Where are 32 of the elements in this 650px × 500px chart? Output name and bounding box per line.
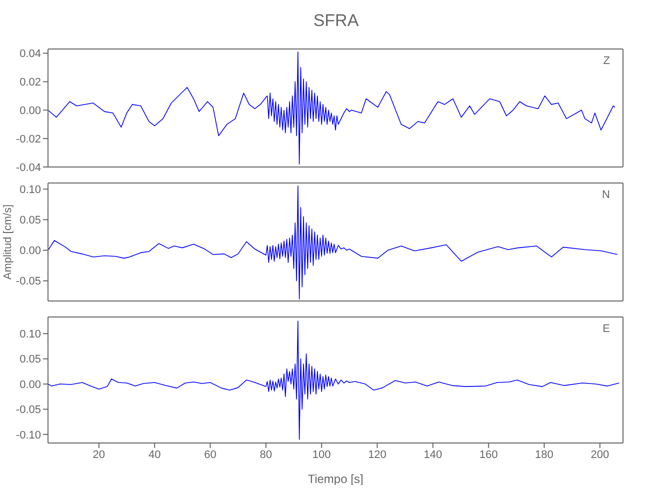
x-tick-label: 180 — [535, 448, 554, 461]
x-tick-label: 120 — [368, 448, 386, 461]
y-tick-label: 0.10 — [20, 328, 41, 341]
y-axis-title: Amplitud [cm/s] — [2, 204, 14, 280]
x-tick-label: 200 — [590, 448, 610, 461]
line-series — [48, 51, 616, 165]
annotation: N — [602, 189, 610, 201]
line-series — [48, 320, 620, 440]
y-tick-label: 0.04 — [20, 48, 41, 60]
y-tick-label: -0.04 — [16, 162, 41, 174]
y-tick-label: 0.00 — [20, 378, 41, 391]
x-tick-label: 100 — [312, 448, 331, 461]
y-tick-label: 0.02 — [20, 76, 41, 89]
y-tick-label: -0.10 — [16, 429, 41, 442]
x-tick-label: 60 — [204, 448, 216, 461]
y-tick-label: -0.05 — [16, 276, 41, 288]
y-tick-label: -0.05 — [16, 404, 41, 416]
x-tick-label: 160 — [479, 448, 498, 461]
annotation: Z — [603, 55, 610, 67]
y-tick-label: -0.02 — [16, 133, 41, 146]
y-tick-label: 0.00 — [20, 105, 41, 118]
x-tick-label: 40 — [148, 448, 161, 461]
chart-title: SFRA — [312, 10, 360, 32]
line-series — [48, 186, 618, 300]
y-tick-label: 0.05 — [20, 354, 41, 366]
x-tick-label: 140 — [424, 448, 442, 461]
y-tick-label: 0.00 — [20, 245, 41, 258]
annotation: E — [602, 323, 610, 335]
x-tick-label: 80 — [260, 448, 272, 461]
x-tick-label: 20 — [92, 448, 106, 461]
y-tick-label: 0.05 — [20, 214, 41, 227]
y-tick-label: 0.10 — [20, 184, 41, 196]
